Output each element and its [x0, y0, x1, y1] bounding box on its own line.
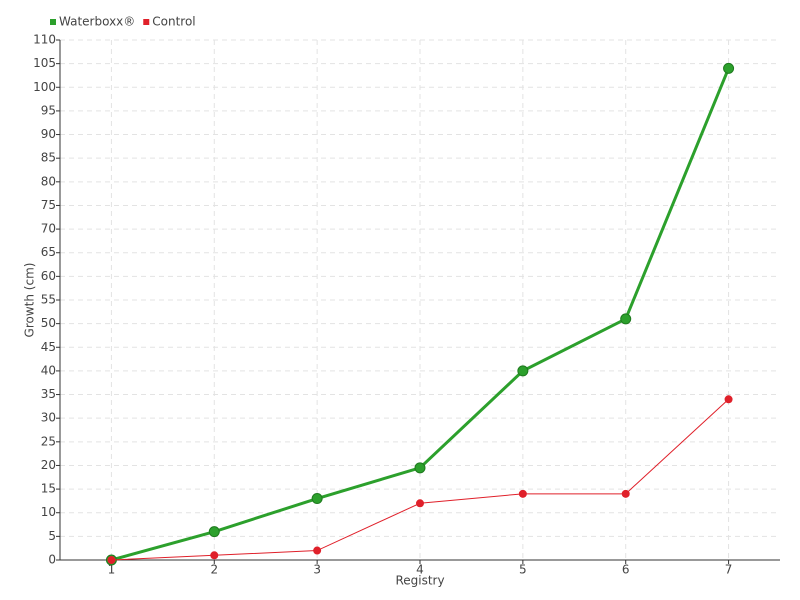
data-point: [107, 556, 116, 564]
x-tick-label: 3: [313, 563, 321, 577]
y-tick-label: 10: [41, 505, 56, 519]
data-point: [210, 551, 219, 560]
x-tick-label: 5: [519, 563, 527, 577]
y-tick-label: 0: [48, 553, 56, 567]
y-tick-label: 40: [41, 363, 56, 377]
legend-marker: [50, 19, 56, 25]
x-tick-label: 6: [622, 563, 630, 577]
data-point: [414, 462, 426, 474]
y-tick-label: 30: [41, 411, 56, 425]
legend-label: Waterboxx®: [59, 15, 135, 29]
y-tick-label: 105: [33, 56, 56, 70]
y-tick-label: 5: [48, 529, 56, 543]
data-point: [517, 365, 529, 377]
data-point: [621, 489, 630, 498]
y-tick-label: 90: [41, 127, 56, 141]
data-point: [620, 313, 632, 325]
data-point: [208, 526, 220, 538]
x-tick-label: 2: [210, 563, 218, 577]
y-tick-label: 65: [41, 245, 56, 259]
y-tick-label: 95: [41, 103, 56, 117]
y-tick-label: 45: [41, 340, 56, 354]
y-tick-label: 80: [41, 174, 56, 188]
legend-label: Control: [152, 15, 195, 29]
y-tick-label: 100: [33, 80, 56, 94]
y-tick-label: 25: [41, 434, 56, 448]
y-axis-label: Growth (cm): [23, 263, 37, 338]
x-axis-label: Registry: [395, 574, 444, 588]
y-tick-label: 85: [41, 151, 56, 165]
x-tick-label: 7: [725, 563, 733, 577]
y-tick-label: 35: [41, 387, 56, 401]
data-point: [518, 489, 527, 498]
y-tick-label: 75: [41, 198, 56, 212]
legend-marker: [143, 19, 150, 25]
data-point: [311, 493, 323, 505]
data-point: [724, 395, 733, 404]
y-tick-label: 70: [41, 222, 56, 236]
data-point: [313, 546, 322, 555]
data-point: [416, 499, 424, 508]
y-tick-label: 110: [33, 33, 56, 47]
y-tick-label: 60: [41, 269, 56, 283]
x-tick-label: 4: [416, 563, 424, 577]
y-tick-label: 55: [41, 293, 56, 307]
data-point: [723, 62, 735, 74]
y-tick-label: 15: [41, 482, 56, 496]
y-tick-label: 20: [41, 458, 56, 472]
y-tick-label: 50: [41, 316, 56, 330]
x-tick-label: 1: [108, 563, 116, 577]
